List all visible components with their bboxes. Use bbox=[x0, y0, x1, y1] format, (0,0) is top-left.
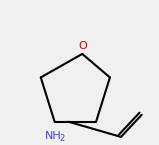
Text: 2: 2 bbox=[60, 134, 65, 144]
Text: NH: NH bbox=[45, 130, 62, 141]
Text: O: O bbox=[78, 41, 87, 51]
